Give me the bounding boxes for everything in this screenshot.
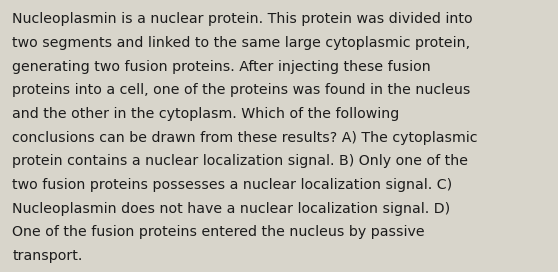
Text: Nucleoplasmin is a nuclear protein. This protein was divided into: Nucleoplasmin is a nuclear protein. This… (12, 12, 473, 26)
Text: Nucleoplasmin does not have a nuclear localization signal. D): Nucleoplasmin does not have a nuclear lo… (12, 202, 450, 215)
Text: two segments and linked to the same large cytoplasmic protein,: two segments and linked to the same larg… (12, 36, 470, 50)
Text: One of the fusion proteins entered the nucleus by passive: One of the fusion proteins entered the n… (12, 225, 425, 239)
Text: generating two fusion proteins. After injecting these fusion: generating two fusion proteins. After in… (12, 60, 431, 73)
Text: two fusion proteins possesses a nuclear localization signal. C): two fusion proteins possesses a nuclear … (12, 178, 453, 192)
Text: transport.: transport. (12, 249, 83, 263)
Text: and the other in the cytoplasm. Which of the following: and the other in the cytoplasm. Which of… (12, 107, 400, 121)
Text: proteins into a cell, one of the proteins was found in the nucleus: proteins into a cell, one of the protein… (12, 83, 470, 97)
Text: conclusions can be drawn from these results? A) The cytoplasmic: conclusions can be drawn from these resu… (12, 131, 478, 144)
Text: protein contains a nuclear localization signal. B) Only one of the: protein contains a nuclear localization … (12, 154, 468, 168)
